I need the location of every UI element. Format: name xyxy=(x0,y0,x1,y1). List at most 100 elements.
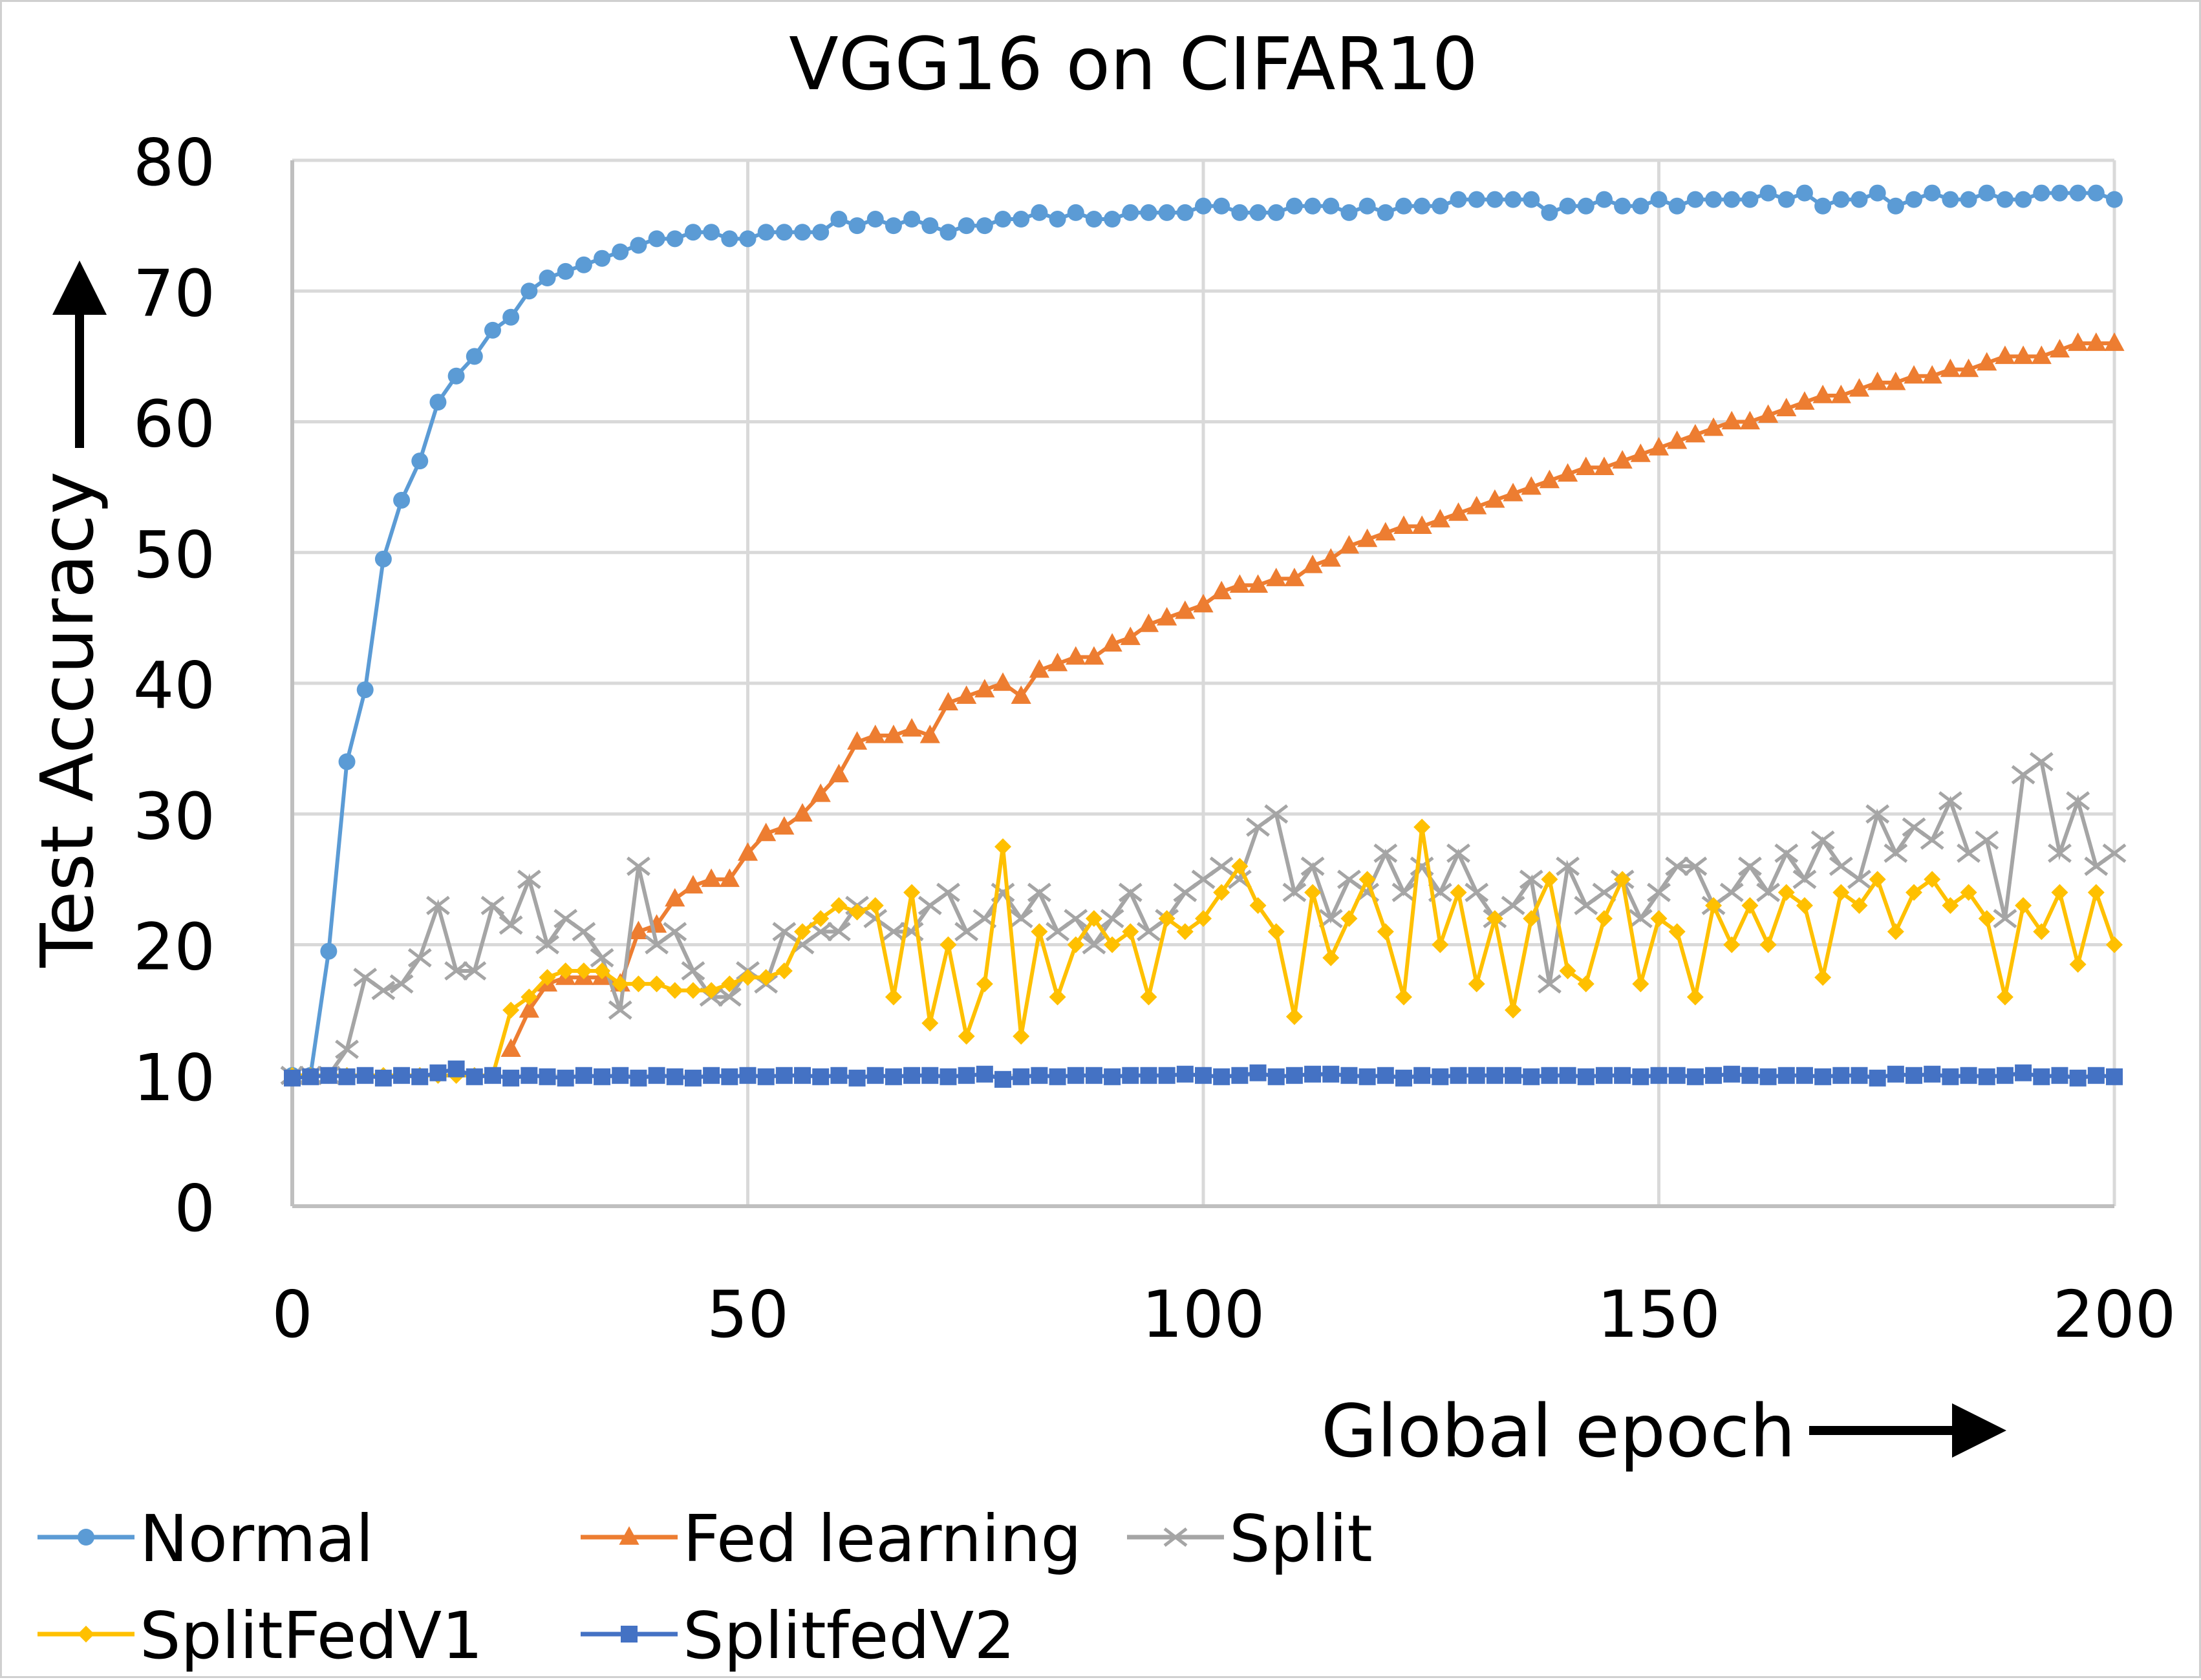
data-point-split xyxy=(2048,843,2072,863)
data-point-normal xyxy=(1468,191,1485,208)
data-point-normal xyxy=(1413,197,1431,215)
data-point-splitfedv2 xyxy=(539,1068,556,1085)
data-point-fed-learning xyxy=(1794,391,1815,410)
y-tick-label: 10 xyxy=(133,1040,215,1116)
data-point-splitfedv1 xyxy=(830,897,848,914)
data-point-fed-learning xyxy=(1904,365,1924,384)
x-tick-label: 50 xyxy=(707,1277,789,1352)
data-point-normal xyxy=(812,224,830,241)
data-point-splitfedv2 xyxy=(1031,1067,1048,1084)
data-point-splitfedv1 xyxy=(1322,949,1340,966)
data-point-normal xyxy=(320,942,338,960)
data-point-splitfedv1 xyxy=(1851,897,1868,914)
data-point-normal xyxy=(1322,197,1340,215)
legend: Normal Fed learning Split SplitFedV1 Splitfe… xyxy=(38,1501,1373,1674)
data-point-fed-learning xyxy=(974,679,995,697)
data-point-splitfedv2 xyxy=(1869,1069,1886,1087)
data-point-splitfedv1 xyxy=(1267,923,1285,941)
data-point-splitfedv2 xyxy=(739,1067,757,1084)
data-point-splitfedv2 xyxy=(1814,1068,1832,1085)
data-point-splitfedv2 xyxy=(703,1067,720,1084)
data-point-splitfedv1 xyxy=(1085,910,1102,928)
data-point-splitfedv1 xyxy=(1213,884,1230,901)
data-point-splitfedv1 xyxy=(1595,910,1613,928)
data-point-splitfedv1 xyxy=(1777,884,1795,901)
data-point-normal xyxy=(794,224,811,241)
data-point-splitfedv2 xyxy=(885,1068,902,1085)
legend-label: SplitFedV1 xyxy=(140,1598,483,1674)
data-point-normal xyxy=(374,550,392,568)
data-point-fed-learning xyxy=(956,685,977,704)
data-point-fed-learning xyxy=(1576,456,1596,475)
data-point-split xyxy=(1628,909,1653,929)
data-point-splitfedv2 xyxy=(1432,1068,1449,1085)
data-point-splitfedv2 xyxy=(830,1067,848,1084)
data-point-split xyxy=(1683,856,1708,877)
data-point-splitfedv2 xyxy=(1013,1068,1030,1085)
data-point-normal xyxy=(1686,191,1704,208)
data-point-fed-learning xyxy=(1393,515,1414,534)
data-point-split xyxy=(1938,791,1962,811)
data-point-normal xyxy=(775,224,793,241)
data-point-fed-learning xyxy=(1667,430,1688,449)
y-tick-label: 60 xyxy=(133,387,215,462)
data-point-splitfedv1 xyxy=(1468,975,1485,993)
data-point-splitfedv1 xyxy=(1505,1001,1522,1019)
data-point-splitfedv1 xyxy=(1559,962,1576,979)
data-point-split xyxy=(499,915,523,935)
data-point-split xyxy=(936,882,960,902)
data-point-splitfedv2 xyxy=(1777,1067,1795,1084)
legend-item-normal: Normal xyxy=(38,1501,374,1577)
data-point-normal xyxy=(1176,204,1194,221)
data-point-split xyxy=(1264,804,1289,824)
data-point-split xyxy=(608,1000,632,1020)
data-point-fed-learning xyxy=(2031,345,2052,365)
data-point-normal xyxy=(1304,197,1322,215)
data-point-split xyxy=(1318,909,1343,929)
data-point-fed-learning xyxy=(1776,398,1797,416)
data-point-normal xyxy=(2087,184,2105,202)
data-point-fed-learning xyxy=(1503,482,1523,502)
data-point-splitfedv1 xyxy=(1013,1028,1030,1045)
y-tick-label: 0 xyxy=(174,1171,215,1246)
data-point-split xyxy=(1501,895,1525,915)
data-point-split xyxy=(1027,882,1051,902)
data-point-splitfedv2 xyxy=(794,1067,811,1084)
data-point-splitfedv2 xyxy=(1377,1067,1394,1084)
data-point-normal xyxy=(885,217,902,235)
data-point-splitfedv2 xyxy=(1285,1067,1303,1084)
data-point-normal xyxy=(630,237,647,254)
data-point-splitfedv1 xyxy=(1049,988,1066,1006)
legend-marker xyxy=(621,1626,638,1643)
data-point-fed-learning xyxy=(1958,358,1979,377)
data-point-splitfedv2 xyxy=(594,1068,611,1085)
data-point-splitfedv2 xyxy=(1759,1068,1777,1085)
data-point-split xyxy=(681,961,705,981)
data-point-split xyxy=(1647,882,1671,902)
data-point-splitfedv1 xyxy=(1686,988,1704,1006)
data-point-normal xyxy=(1377,204,1394,221)
data-point-fed-learning xyxy=(1375,522,1396,541)
data-point-splitfedv2 xyxy=(2051,1067,2068,1084)
data-point-splitfedv1 xyxy=(1067,936,1084,953)
data-point-splitfedv1 xyxy=(1978,910,1995,928)
data-point-splitfedv1 xyxy=(2106,936,2123,953)
data-point-splitfedv2 xyxy=(1450,1067,1467,1084)
data-point-splitfedv1 xyxy=(1887,923,1904,941)
data-point-splitfedv1 xyxy=(1632,975,1649,993)
data-point-split xyxy=(1756,882,1781,902)
data-point-splitfedv1 xyxy=(502,1001,520,1019)
data-point-split xyxy=(626,856,650,877)
data-point-normal xyxy=(1450,191,1467,208)
data-point-split xyxy=(572,922,596,942)
data-point-splitfedv2 xyxy=(812,1068,830,1085)
data-point-fed-learning xyxy=(1320,548,1341,567)
data-point-normal xyxy=(666,230,683,248)
data-point-splitfedv2 xyxy=(848,1069,866,1087)
data-point-normal xyxy=(1031,204,1048,221)
data-point-splitfedv2 xyxy=(684,1069,702,1087)
data-point-splitfedv1 xyxy=(1031,923,1048,941)
legend-label: SplitfedV2 xyxy=(683,1598,1015,1674)
legend-marker xyxy=(619,1526,639,1545)
